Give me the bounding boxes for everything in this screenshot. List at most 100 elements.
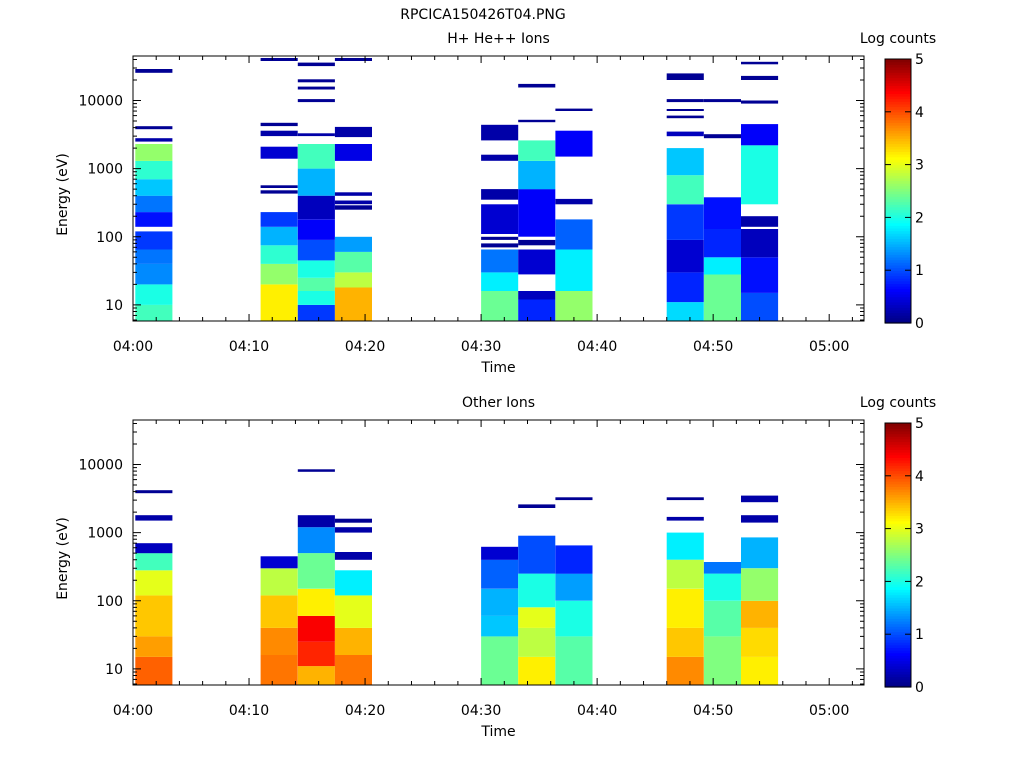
colorbar-step (885, 143, 911, 147)
heatmap-cell (518, 249, 556, 275)
colorbar-step (885, 69, 911, 73)
heatmap-cell (260, 185, 298, 188)
heatmap-cell (666, 175, 704, 205)
heatmap-cell (135, 636, 173, 657)
heatmap-cells (135, 469, 779, 685)
colorbar-step (885, 304, 911, 308)
heatmap-cell (666, 204, 704, 240)
heatmap-cell (334, 205, 372, 210)
heatmap-cell (260, 595, 298, 628)
x-tick-label: 04:40 (577, 339, 617, 355)
colorbar-step (885, 573, 911, 577)
heatmap-cell (741, 100, 779, 104)
colorbar-step (885, 159, 911, 163)
heatmap-cell (297, 277, 335, 291)
colorbar-step (885, 589, 911, 593)
heatmap-cell (481, 204, 519, 234)
colorbar-step (885, 578, 911, 582)
colorbar-step (885, 259, 911, 263)
colorbar-step (885, 647, 911, 651)
colorbar-step (885, 151, 911, 155)
heatmap-cell (666, 302, 704, 321)
panel-1: 04:00 04:10 04:20 04:30 04:40 04:50 05:0010100… (55, 31, 936, 376)
heatmap-cell (297, 86, 335, 90)
heatmap-cell (334, 595, 372, 628)
heatmap-cell (518, 656, 556, 685)
colorbar-step (885, 243, 911, 248)
colorbar-step (885, 552, 911, 556)
x-axis-label: Time (480, 724, 515, 740)
colorbar-step (885, 222, 911, 226)
panel-2: 04:00 04:10 04:20 04:30 04:40 04:50 05:0010100… (55, 395, 936, 740)
colorbar-step (885, 684, 911, 688)
colorbar-step (885, 568, 911, 572)
colorbar-step (885, 504, 911, 509)
colorbar-label: Log counts (860, 395, 936, 411)
colorbar-step (885, 657, 911, 662)
colorbar-step (885, 130, 911, 134)
colorbar-step (885, 512, 911, 516)
heatmap-cell (135, 138, 173, 142)
heatmap-cell (518, 239, 556, 246)
colorbar-step (885, 531, 911, 535)
heatmap-cell (334, 287, 372, 321)
colorbar-step (885, 481, 911, 485)
colorbar-step (885, 444, 911, 448)
heatmap-cell (334, 570, 372, 596)
heatmap-cell (741, 568, 779, 601)
heatmap-cell (666, 73, 704, 80)
heatmap-cell (297, 133, 335, 137)
heatmap-cell (334, 552, 372, 560)
y-tick-label: 100 (96, 230, 123, 246)
colorbar-step (885, 59, 911, 63)
colorbar-tick-label: 3 (915, 158, 924, 174)
heatmap-cell (741, 515, 779, 523)
colorbar-step (885, 591, 911, 596)
y-tick-label: 10000 (78, 94, 123, 110)
colorbar-step (885, 125, 911, 129)
colorbar-label: Log counts (860, 31, 936, 47)
colorbar-step (885, 626, 911, 630)
colorbar-step (885, 238, 911, 242)
heatmap-cell (135, 543, 173, 554)
colorbar-step (885, 441, 911, 445)
heatmap-cell (481, 236, 519, 240)
colorbar-step (885, 515, 911, 519)
colorbar-step (885, 618, 911, 622)
colorbar-step (885, 196, 911, 200)
colorbar-step (885, 109, 911, 113)
heatmap-cell (260, 245, 298, 264)
heatmap-cell (135, 249, 173, 264)
x-tick-label: 04:00 (113, 339, 153, 355)
colorbar-step (885, 291, 911, 295)
colorbar-step (885, 156, 911, 160)
heatmap-cell (741, 75, 779, 80)
colorbar-step (885, 457, 911, 461)
heatmap-cell (334, 144, 372, 161)
colorbar-step (885, 423, 911, 427)
heatmap-cell (703, 274, 741, 321)
panel-title: Other Ions (462, 395, 535, 411)
colorbar-step (885, 95, 911, 100)
colorbar-step (885, 673, 911, 678)
x-tick-label: 04:30 (461, 339, 501, 355)
heatmap-cell (666, 588, 704, 628)
colorbar-step (885, 644, 911, 648)
x-tick-label: 04:30 (461, 703, 501, 719)
colorbar-step (885, 615, 911, 619)
colorbar-step (885, 634, 911, 638)
colorbar-step (885, 246, 911, 250)
colorbar-step (885, 117, 911, 121)
heatmap-cell (481, 291, 519, 321)
heatmap-cell (334, 192, 372, 196)
colorbar-step (885, 312, 911, 316)
colorbar-step (885, 98, 911, 102)
colorbar-step (885, 93, 911, 97)
colorbar-step (885, 528, 911, 532)
panel-title: H+ He++ Ions (447, 31, 550, 47)
x-tick-label: 04:10 (229, 703, 269, 719)
x-tick-label: 04:10 (229, 339, 269, 355)
colorbar-step (885, 146, 911, 150)
colorbar-step (885, 307, 911, 311)
